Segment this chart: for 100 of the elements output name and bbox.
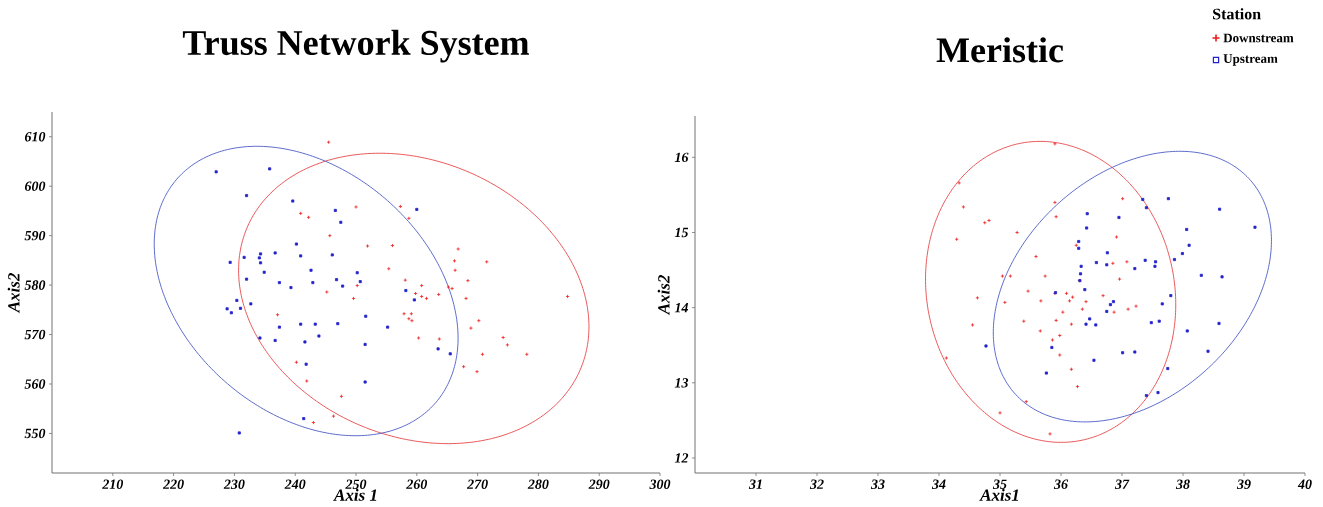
- point: [465, 278, 470, 283]
- point: [1157, 319, 1161, 323]
- x-tick-label: 31: [748, 479, 762, 489]
- point: [1057, 353, 1062, 357]
- point: [214, 170, 218, 174]
- point: [1021, 319, 1026, 324]
- point: [364, 314, 368, 318]
- point: [275, 312, 280, 317]
- point: [475, 369, 479, 374]
- legend-title: Station: [1213, 8, 1261, 20]
- point: [1064, 291, 1069, 296]
- point: [237, 431, 241, 435]
- point: [1067, 298, 1072, 303]
- point: [245, 194, 249, 198]
- point: [330, 253, 334, 257]
- point: [987, 218, 992, 223]
- point: [259, 261, 263, 265]
- point: [961, 204, 966, 209]
- point: [1052, 200, 1057, 205]
- point: [448, 352, 452, 356]
- point: [1085, 212, 1089, 216]
- x-tick-label: 40: [1297, 479, 1312, 489]
- point: [484, 259, 489, 264]
- y-tick-label: 15: [674, 227, 689, 238]
- point: [1052, 141, 1057, 146]
- point: [358, 280, 362, 284]
- point: [386, 325, 390, 329]
- x-tick-label: 270: [466, 479, 488, 489]
- point: [1050, 337, 1055, 342]
- point: [341, 284, 345, 288]
- point: [1185, 227, 1189, 231]
- point: [1026, 289, 1031, 294]
- point: [1253, 225, 1257, 229]
- point: [954, 237, 959, 242]
- point: [501, 335, 506, 340]
- point: [1172, 258, 1176, 262]
- point: [326, 140, 331, 145]
- point: [412, 298, 416, 302]
- x-tick-label: 37: [1114, 479, 1130, 489]
- point: [403, 278, 408, 283]
- point: [249, 302, 253, 306]
- point: [1034, 254, 1038, 259]
- x-tick-label: 300: [649, 479, 671, 489]
- point: [258, 336, 262, 340]
- point: [1024, 399, 1029, 404]
- x-axis-title: Axis1: [979, 488, 1019, 501]
- y-tick-label: 550: [24, 428, 46, 439]
- point: [456, 246, 461, 251]
- point: [242, 255, 246, 259]
- point: [1144, 206, 1148, 210]
- y-axis-title: Axis2: [7, 273, 20, 314]
- chart-title: Truss Network System: [182, 29, 529, 63]
- point: [1149, 321, 1153, 325]
- point: [409, 318, 414, 323]
- point: [464, 296, 469, 301]
- point: [409, 311, 414, 316]
- point: [1054, 214, 1059, 219]
- point: [1057, 333, 1062, 338]
- point: [1199, 273, 1203, 277]
- y-tick-label: 13: [674, 378, 689, 388]
- point: [331, 414, 336, 419]
- point: [262, 270, 266, 274]
- point: [1038, 328, 1043, 333]
- point: [1038, 298, 1043, 303]
- point: [437, 336, 442, 341]
- point: [333, 208, 337, 212]
- point: [436, 292, 441, 297]
- point: [1000, 274, 1005, 279]
- point: [1079, 272, 1083, 276]
- point: [1180, 252, 1184, 256]
- point: [419, 283, 424, 288]
- point: [1069, 322, 1074, 327]
- point: [1070, 295, 1075, 300]
- point: [1075, 384, 1080, 389]
- point: [303, 340, 307, 344]
- point: [1043, 274, 1048, 279]
- legend-label: Downstream: [1223, 33, 1294, 43]
- x-tick-label: 33: [870, 479, 885, 489]
- legend-label: Upstream: [1223, 54, 1278, 66]
- point: [355, 271, 359, 275]
- point: [1185, 329, 1189, 333]
- point: [354, 204, 358, 209]
- point: [1166, 197, 1170, 201]
- point: [468, 326, 473, 331]
- point: [1114, 235, 1119, 239]
- point: [259, 252, 263, 256]
- point: [1121, 351, 1125, 355]
- point: [505, 342, 510, 347]
- point: [268, 167, 272, 171]
- point: [480, 352, 485, 357]
- point: [1117, 215, 1121, 219]
- point: [317, 334, 321, 338]
- point: [313, 322, 317, 326]
- point: [273, 338, 277, 342]
- point: [1085, 226, 1089, 230]
- y-tick-label: 14: [674, 303, 689, 313]
- point: [424, 296, 429, 301]
- point: [1101, 293, 1106, 298]
- y-tick-label: 610: [24, 132, 46, 142]
- point: [413, 291, 418, 296]
